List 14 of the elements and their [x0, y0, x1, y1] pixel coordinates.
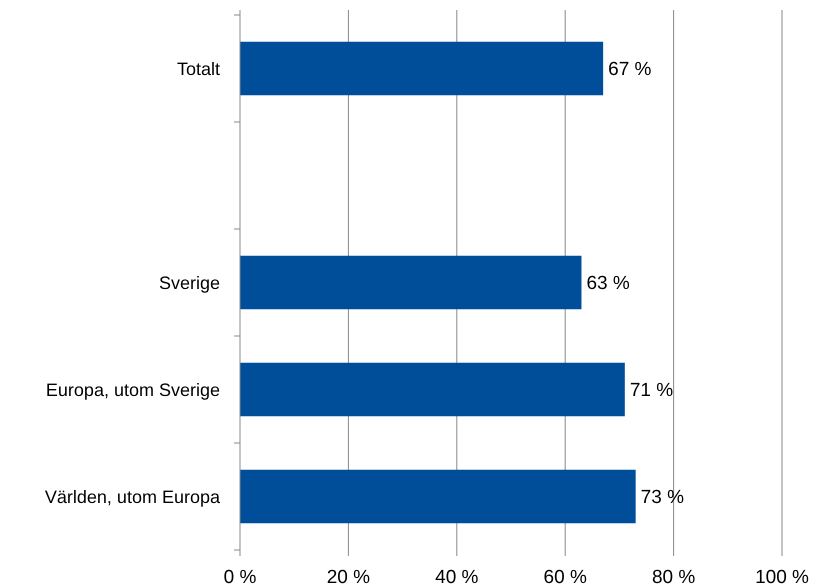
x-tick-label: 100 %: [755, 567, 810, 587]
x-tick-label: 60 %: [544, 567, 587, 587]
x-tick-label: 0 %: [224, 567, 256, 587]
y-tick-label: Europa, utom Sverige: [46, 380, 220, 400]
data-label: 73 %: [640, 487, 684, 508]
x-tick-label: 40 %: [435, 567, 479, 587]
y-tick-label: Världen, utom Europa: [44, 486, 221, 507]
x-tick-label: 80 %: [652, 567, 696, 587]
y-tick-label: Totalt: [176, 58, 220, 79]
x-tick-label: 20 %: [326, 567, 370, 587]
data-label: 67 %: [608, 59, 652, 80]
data-label: 63 %: [586, 273, 630, 294]
data-label: 71 %: [630, 380, 674, 402]
y-tick-label: Sverige: [158, 272, 220, 293]
